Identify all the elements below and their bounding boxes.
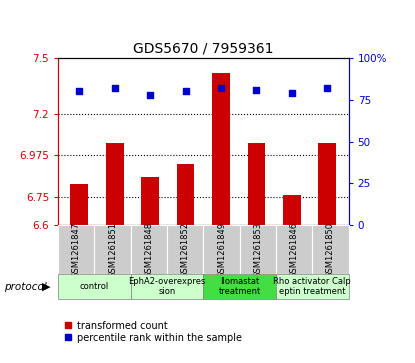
- Text: ▶: ▶: [42, 282, 50, 292]
- FancyBboxPatch shape: [203, 274, 276, 299]
- FancyBboxPatch shape: [240, 225, 276, 274]
- Bar: [177, 164, 195, 225]
- Text: GSM1261849: GSM1261849: [217, 221, 226, 278]
- Point: [288, 90, 295, 96]
- Text: GSM1261853: GSM1261853: [253, 221, 262, 278]
- Bar: [106, 143, 124, 225]
- Text: Rho activator Calp
eptin treatment: Rho activator Calp eptin treatment: [273, 277, 351, 297]
- Text: GSM1261848: GSM1261848: [144, 221, 154, 278]
- Text: EphA2-overexpres
sion: EphA2-overexpres sion: [128, 277, 206, 297]
- FancyBboxPatch shape: [312, 225, 349, 274]
- Bar: [318, 143, 336, 225]
- FancyBboxPatch shape: [131, 225, 167, 274]
- Point: [253, 87, 260, 93]
- Text: GSM1261847: GSM1261847: [72, 221, 81, 278]
- FancyBboxPatch shape: [95, 225, 131, 274]
- Text: control: control: [80, 282, 109, 291]
- FancyBboxPatch shape: [58, 274, 131, 299]
- Bar: [248, 143, 265, 225]
- Point: [112, 85, 118, 91]
- FancyBboxPatch shape: [203, 225, 240, 274]
- FancyBboxPatch shape: [131, 274, 203, 299]
- FancyBboxPatch shape: [167, 225, 203, 274]
- Point: [218, 85, 225, 91]
- FancyBboxPatch shape: [58, 225, 95, 274]
- Legend: transformed count, percentile rank within the sample: transformed count, percentile rank withi…: [63, 321, 242, 343]
- Bar: [142, 177, 159, 225]
- Bar: [212, 73, 230, 225]
- Text: GSM1261851: GSM1261851: [108, 221, 117, 278]
- Point: [147, 92, 154, 98]
- FancyBboxPatch shape: [276, 225, 312, 274]
- Bar: [71, 184, 88, 225]
- Text: protocol: protocol: [4, 282, 47, 292]
- FancyBboxPatch shape: [276, 274, 349, 299]
- Bar: [283, 195, 301, 225]
- Point: [182, 89, 189, 94]
- Text: GSM1261852: GSM1261852: [181, 221, 190, 278]
- Text: GSM1261850: GSM1261850: [326, 221, 335, 278]
- Title: GDS5670 / 7959361: GDS5670 / 7959361: [133, 41, 273, 56]
- Point: [76, 89, 83, 94]
- Point: [324, 85, 331, 91]
- Text: GSM1261846: GSM1261846: [290, 221, 299, 278]
- Text: Ilomastat
treatment: Ilomastat treatment: [219, 277, 261, 297]
